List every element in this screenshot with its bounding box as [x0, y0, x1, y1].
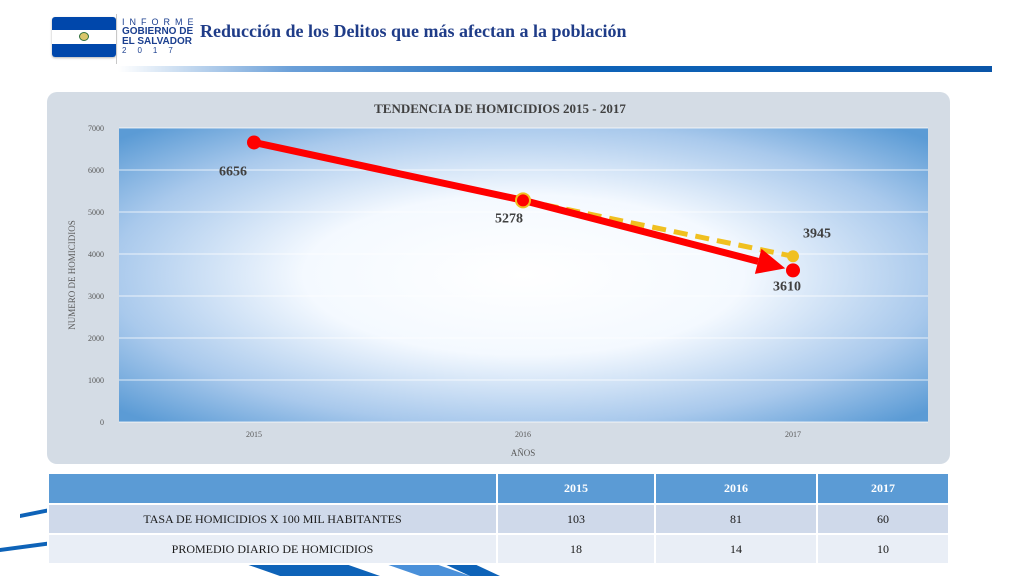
y-tick-label: 0: [100, 418, 104, 427]
y-tick-label: 4000: [88, 250, 104, 259]
x-tick-label: 2016: [515, 430, 531, 439]
el-salvador-flag-icon: [52, 17, 116, 57]
data-label: 5278: [495, 211, 523, 226]
table-cell: 10: [816, 533, 950, 565]
header: INFORME GOBIERNO DE EL SALVADOR 2017 Red…: [0, 0, 1024, 72]
logo-line-year: 2017: [122, 46, 184, 55]
homicide-stats-table: 2015 2016 2017 TASA DE HOMICIDIOS X 100 …: [47, 472, 950, 565]
y-tick-label: 2000: [88, 334, 104, 343]
y-tick-label: 5000: [88, 208, 104, 217]
table-cell: 18: [496, 533, 656, 565]
y-tick-label: 1000: [88, 376, 104, 385]
table-cell: 81: [654, 503, 818, 535]
y-tick-label: 3000: [88, 292, 104, 301]
page-title: Reducción de los Delitos que más afectan…: [200, 21, 627, 41]
logo-divider: [116, 14, 117, 64]
decorative-stripes: [0, 506, 500, 576]
chart-title: TENDENCIA DE HOMICIDIOS 2015 - 2017: [374, 101, 626, 116]
table-cell: 60: [816, 503, 950, 535]
data-point: [786, 263, 800, 278]
data-point: [515, 192, 531, 209]
x-tick-label: 2015: [246, 430, 262, 439]
table-row: TASA DE HOMICIDIOS X 100 MIL HABITANTES …: [47, 503, 950, 535]
x-tick-label: 2017: [785, 430, 801, 439]
table-cell: 14: [654, 533, 818, 565]
table-cell: 103: [496, 503, 656, 535]
y-axis-label: NUMERO DE HOMICIDIOS: [67, 220, 77, 330]
projection-point: [787, 250, 799, 263]
y-axis-ticks: 0 1000 2000 3000 4000 5000 6000 7000: [88, 124, 104, 427]
data-label: 3610: [773, 279, 801, 294]
table-header-row: 2015 2016 2017: [47, 472, 950, 505]
logo-line-informe: INFORME: [122, 17, 199, 27]
table-header-cell: 2016: [654, 472, 818, 505]
table-cell: PROMEDIO DIARIO DE HOMICIDIOS: [47, 533, 498, 565]
data-labels: 6656 5278 3945 3610: [219, 164, 831, 294]
data-label: 6656: [219, 164, 247, 179]
data-point: [247, 135, 261, 150]
header-rule: [118, 66, 992, 72]
table-cell: TASA DE HOMICIDIOS X 100 MIL HABITANTES: [47, 503, 498, 535]
logo-line-gobierno: GOBIERNO DE: [122, 26, 194, 37]
table-header-cell: 2015: [496, 472, 656, 505]
table-header-cell: 2017: [816, 472, 950, 505]
x-axis-label: AÑOS: [511, 448, 536, 458]
series-layer: [247, 135, 800, 278]
table-row: PROMEDIO DIARIO DE HOMICIDIOS 18 14 10: [47, 533, 950, 565]
logo-line-el-salvador: EL SALVADOR: [122, 36, 193, 47]
government-logo: INFORME GOBIERNO DE EL SALVADOR 2017: [122, 18, 199, 55]
table-header-cell: [47, 472, 498, 505]
x-axis-ticks: 2015 2016 2017: [246, 430, 801, 439]
y-tick-label: 7000: [88, 124, 104, 133]
trend-arrow-head: [754, 248, 786, 274]
y-tick-label: 6000: [88, 166, 104, 175]
data-label: 3945: [803, 226, 831, 241]
